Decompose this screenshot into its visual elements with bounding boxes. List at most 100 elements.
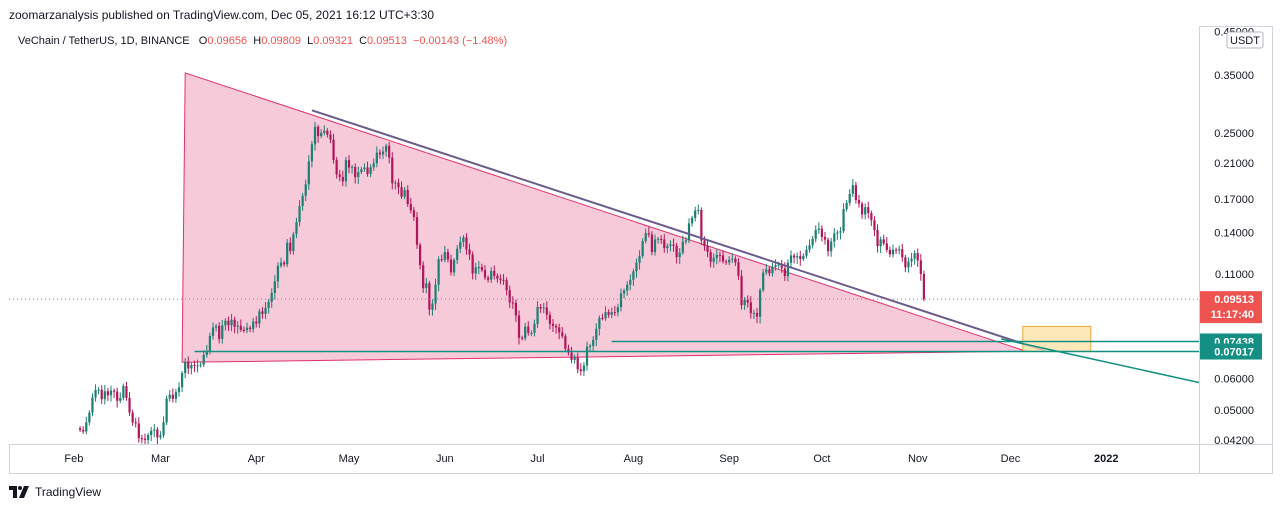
candle-body bbox=[483, 270, 487, 278]
price-tick-label: 0.14000 bbox=[1214, 228, 1254, 240]
candle-body bbox=[221, 325, 224, 339]
candle-body bbox=[168, 394, 171, 399]
candle-body bbox=[796, 256, 799, 258]
candle-body bbox=[474, 267, 477, 274]
price-tick-label: 0.17000 bbox=[1214, 194, 1254, 206]
candle-body bbox=[214, 325, 218, 328]
candle-body bbox=[242, 329, 246, 331]
candle-body bbox=[505, 280, 508, 291]
candle-body bbox=[626, 284, 629, 291]
candle-body bbox=[320, 132, 323, 137]
candle-body bbox=[814, 229, 817, 239]
candle-body bbox=[354, 167, 357, 178]
candle-body bbox=[619, 293, 623, 308]
candle-body bbox=[700, 209, 703, 241]
symbol-name[interactable]: VeChain / TetherUS, 1D, BINANCE bbox=[18, 35, 190, 47]
candle-body bbox=[740, 275, 743, 306]
candle-body bbox=[857, 200, 861, 204]
candle-body bbox=[400, 187, 403, 197]
candle-body bbox=[817, 228, 820, 230]
candle-body bbox=[323, 130, 326, 133]
candle-body bbox=[486, 277, 490, 280]
candle-body bbox=[792, 255, 796, 258]
candle-body bbox=[876, 230, 879, 247]
open-label: O bbox=[198, 35, 208, 47]
candle-body bbox=[360, 169, 363, 172]
candle-body bbox=[468, 249, 471, 255]
currency-badge bbox=[1226, 31, 1264, 49]
candle-body bbox=[437, 259, 440, 285]
candle-body bbox=[218, 325, 221, 339]
candle-body bbox=[406, 189, 409, 205]
candle-body bbox=[409, 204, 412, 211]
candle-body bbox=[520, 337, 524, 339]
candle-body bbox=[493, 270, 496, 276]
candle-body bbox=[313, 126, 317, 145]
close-value: 0.09513 bbox=[367, 35, 407, 47]
candle-body bbox=[82, 429, 85, 432]
candle-body bbox=[490, 270, 493, 280]
candle-body bbox=[329, 134, 332, 140]
candle-body bbox=[678, 252, 681, 258]
candle-body bbox=[558, 327, 561, 333]
candle-body bbox=[561, 332, 564, 337]
plot-content bbox=[9, 72, 1199, 444]
candle-body bbox=[88, 412, 91, 423]
candle-body bbox=[434, 284, 437, 304]
candle-body bbox=[517, 315, 521, 338]
candle-body bbox=[480, 267, 484, 271]
price-axis: 0.450000.350000.250000.210000.170000.140… bbox=[1199, 26, 1264, 474]
candle-body bbox=[830, 241, 833, 252]
candle-body bbox=[227, 320, 230, 326]
candle-body bbox=[514, 302, 518, 316]
footer-brand-label: TradingView bbox=[35, 485, 102, 499]
candle-body bbox=[456, 248, 459, 261]
candle-body bbox=[576, 357, 579, 370]
candle-body bbox=[554, 325, 558, 328]
candle-body bbox=[174, 392, 178, 399]
candle-body bbox=[316, 126, 320, 137]
candle-body bbox=[511, 302, 514, 304]
price-chart[interactable]: 0.450000.350000.250000.210000.170000.140… bbox=[9, 26, 1273, 474]
low-label: L bbox=[307, 35, 314, 47]
price-tick-label: 0.04200 bbox=[1214, 435, 1254, 447]
candle-body bbox=[205, 351, 208, 355]
candle-body bbox=[913, 253, 916, 259]
candle-body bbox=[737, 262, 740, 276]
time-tick-label: Dec bbox=[1001, 453, 1021, 465]
candle-body bbox=[588, 345, 592, 347]
candle-body bbox=[252, 321, 255, 329]
candle-body bbox=[910, 258, 913, 262]
candle-body bbox=[860, 203, 864, 215]
target-zone bbox=[1022, 325, 1092, 352]
candle-body bbox=[823, 236, 827, 240]
candle-body bbox=[864, 207, 867, 215]
candle-body bbox=[524, 326, 527, 339]
candle-body bbox=[344, 160, 348, 182]
candle-body bbox=[137, 423, 140, 439]
candle-body bbox=[551, 323, 555, 326]
candle-body bbox=[703, 240, 706, 247]
candle-body bbox=[375, 152, 378, 164]
candle-body bbox=[397, 182, 400, 188]
candle-body bbox=[119, 397, 122, 401]
descending-trendline bbox=[311, 109, 1045, 352]
candle-body bbox=[233, 319, 236, 327]
candle-body bbox=[802, 255, 805, 260]
candle-body bbox=[304, 184, 307, 196]
candle-body bbox=[462, 237, 465, 242]
candle-body bbox=[684, 240, 688, 242]
candle-body bbox=[604, 312, 607, 319]
candle-body bbox=[381, 151, 385, 155]
candle-body bbox=[85, 422, 88, 432]
time-tick-label: 2022 bbox=[1094, 453, 1118, 465]
candle-body bbox=[762, 272, 765, 291]
candle-body bbox=[384, 145, 388, 152]
footer-brand[interactable]: TradingView bbox=[9, 484, 101, 500]
price-tick-label: 0.35000 bbox=[1214, 70, 1254, 82]
candle-body bbox=[774, 265, 777, 267]
candle-body bbox=[440, 259, 443, 261]
candle-body bbox=[224, 320, 227, 326]
candle-body bbox=[412, 210, 416, 218]
